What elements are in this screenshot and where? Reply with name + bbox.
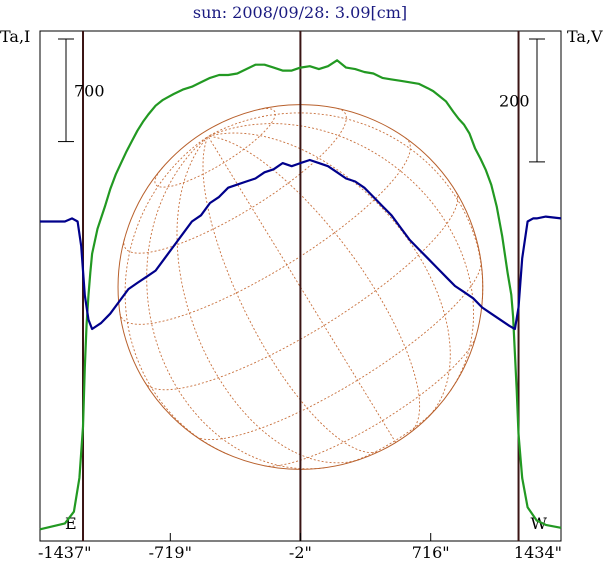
grid-line: [207, 136, 397, 443]
grid-line: [124, 136, 229, 456]
left-axis-label: Ta,I: [0, 27, 30, 46]
grid-line: [176, 136, 360, 464]
grid-line: [264, 336, 477, 467]
grid-line: [345, 407, 438, 465]
x-tick-label: -1437": [38, 543, 91, 562]
scale-bars: 700 200: [58, 38, 545, 163]
right-axis-label: Ta,V: [567, 27, 603, 46]
chart-title: sun: 2008/09/28: 3.09[cm]: [193, 3, 407, 22]
x-tick-label: 716": [412, 543, 450, 562]
x-tick-label: -719": [149, 543, 192, 562]
grid-line: [154, 108, 276, 188]
grid-line: [207, 135, 421, 434]
grid-line: [202, 136, 381, 454]
x-axis-ticks: -1437" -719" -2" 716" 1434": [38, 533, 562, 562]
grid-line: [207, 123, 474, 391]
series-line: [39, 59, 562, 531]
grid-line: [196, 262, 482, 441]
x-tick-label: 1434": [514, 543, 562, 562]
grid-line: [146, 136, 325, 470]
grid-line: [119, 137, 411, 325]
series-line: [40, 158, 562, 331]
limb-marker-label: E: [65, 514, 77, 533]
grid-line: [207, 132, 451, 419]
scale-bar-label: 700: [74, 81, 105, 100]
data-series: [39, 59, 562, 531]
x-tick-label: -2": [289, 543, 312, 562]
scale-bar-label: 200: [499, 91, 530, 110]
grid-line: [123, 108, 347, 254]
